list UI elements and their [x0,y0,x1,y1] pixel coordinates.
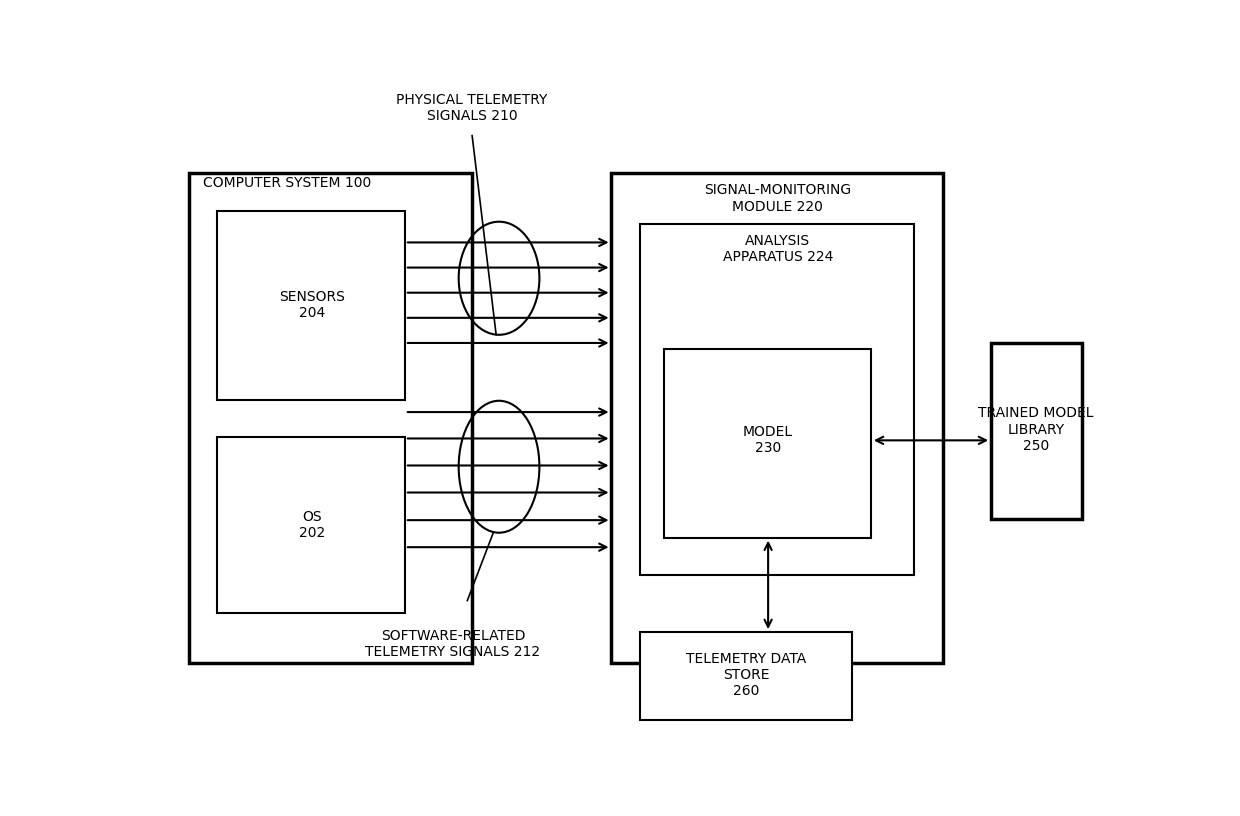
Text: COMPUTER SYSTEM 100: COMPUTER SYSTEM 100 [203,175,371,190]
Text: MODEL
230: MODEL 230 [743,425,794,455]
Text: TELEMETRY DATA
STORE
260: TELEMETRY DATA STORE 260 [686,651,806,698]
Bar [665,349,870,538]
Bar [217,437,404,613]
Text: SIGNAL-MONITORING
MODULE 220: SIGNAL-MONITORING MODULE 220 [704,184,852,214]
Bar [640,224,914,575]
Text: PHYSICAL TELEMETRY
SIGNALS 210: PHYSICAL TELEMETRY SIGNALS 210 [397,93,548,123]
Text: SOFTWARE-RELATED
TELEMETRY SIGNALS 212: SOFTWARE-RELATED TELEMETRY SIGNALS 212 [366,629,541,659]
Bar [611,173,942,663]
Text: TRAINED MODEL
LIBRARY
250: TRAINED MODEL LIBRARY 250 [978,406,1094,453]
Bar [640,632,852,720]
Text: OS
202: OS 202 [299,510,325,540]
Bar [188,173,472,663]
Text: SENSORS
204: SENSORS 204 [279,290,345,321]
Text: ANALYSIS
APPARATUS 224: ANALYSIS APPARATUS 224 [723,233,833,264]
Bar [991,343,1083,519]
Bar [217,211,404,400]
